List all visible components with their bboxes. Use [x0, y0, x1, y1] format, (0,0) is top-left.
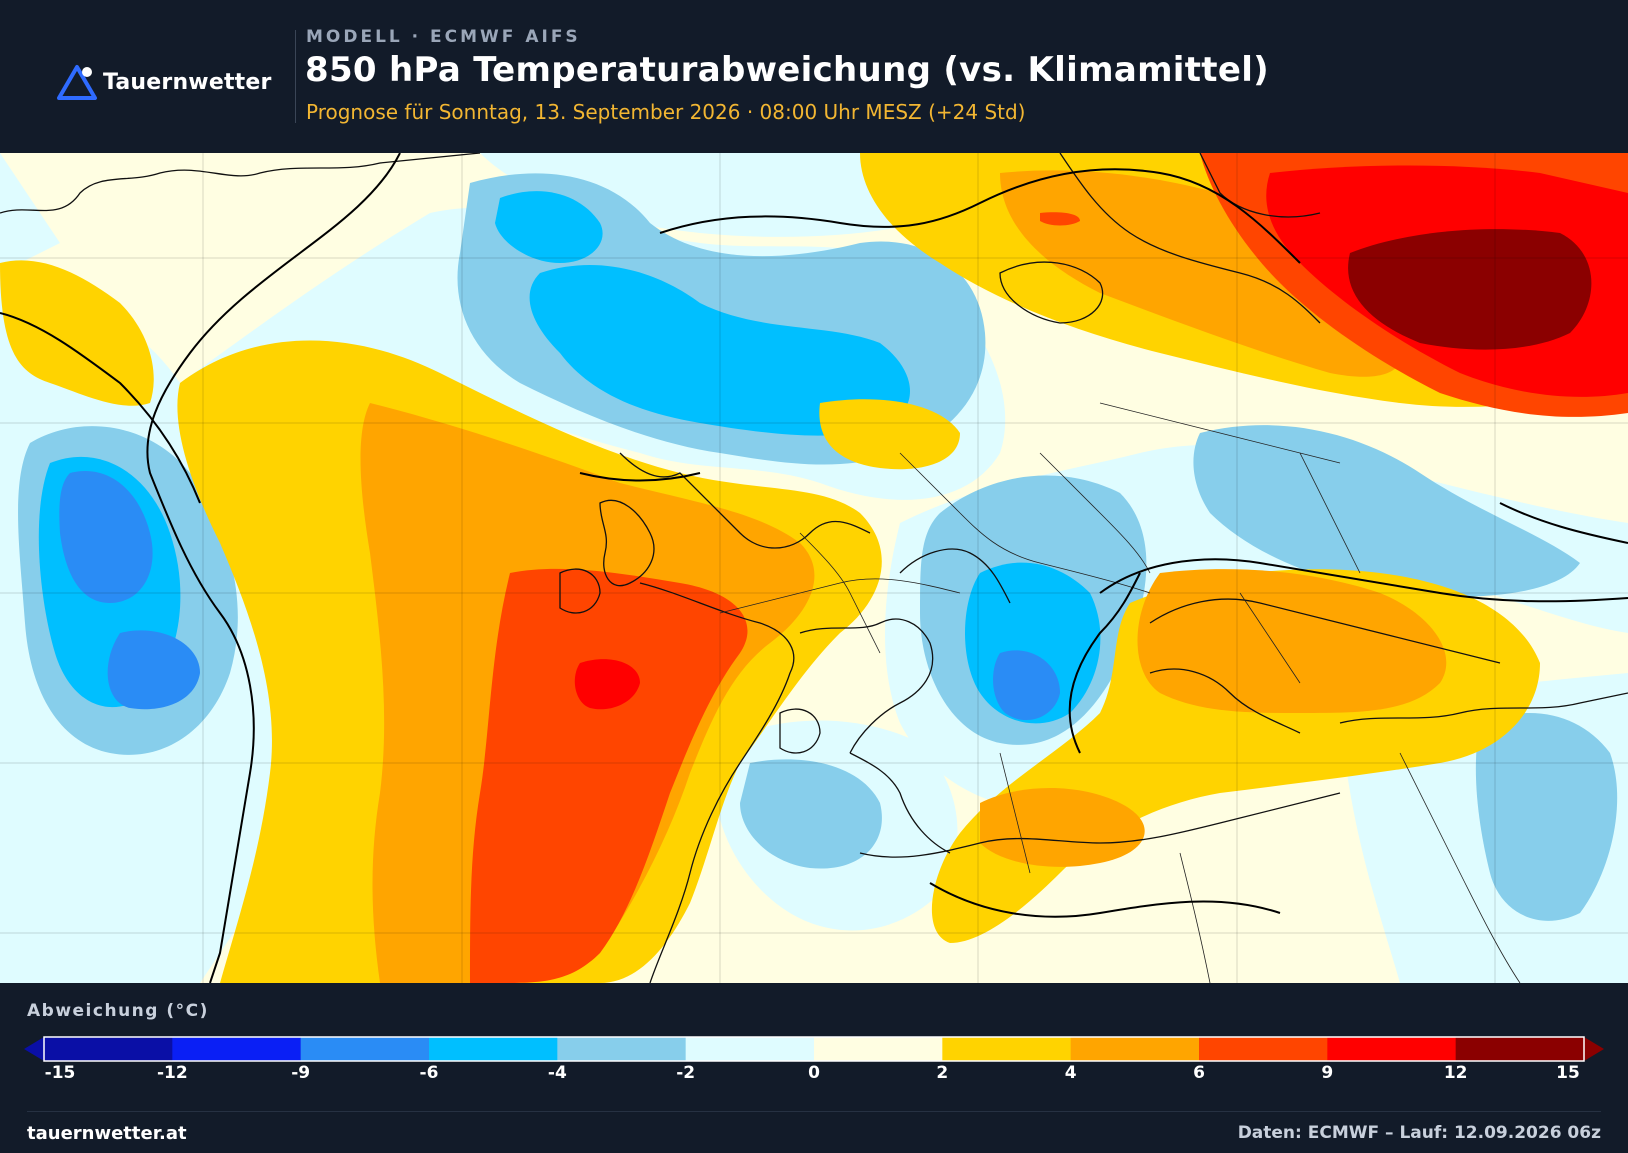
cool-region-levant — [1475, 713, 1618, 921]
contour-lines — [0, 153, 1628, 983]
model-label: MODELL · ECMWF AIFS — [306, 27, 581, 47]
cold-region-scandinavia — [529, 264, 910, 436]
colorbar-tick-label: 0 — [808, 1063, 820, 1083]
colorbar-tick-label: -12 — [156, 1063, 188, 1083]
colorbar-segment — [557, 1037, 687, 1061]
cool-region-atlantic-north — [0, 153, 1000, 273]
very-hot-region-iberia — [574, 659, 640, 710]
legend: Abweichung (°C) -15 -12 -9 -6 -4 -2 0 2 4 6 9 12 15 … — [0, 983, 1628, 1153]
logo-text: Tauernwetter — [103, 69, 272, 95]
header-divider — [295, 30, 296, 123]
extreme-region-russia — [1348, 229, 1592, 350]
warm-region-east-europe — [1137, 569, 1447, 713]
colorbar-segment — [1455, 1037, 1585, 1061]
colorbar-segment — [1327, 1037, 1457, 1061]
colorbar-tick-label: 4 — [1064, 1063, 1077, 1083]
colorbar-segment — [429, 1037, 558, 1061]
colorbar-tick-label: 15 — [1556, 1063, 1580, 1083]
warm-region-libya — [980, 788, 1145, 867]
colorbar-segment — [1199, 1037, 1328, 1061]
coastlines — [0, 153, 1628, 983]
mountain-logo-icon — [57, 65, 97, 100]
colorbar-tick-label: 6 — [1193, 1063, 1205, 1083]
colorbar-tick-label: -2 — [676, 1063, 696, 1083]
country-borders — [719, 402, 1521, 983]
colorbar-tick-label: -15 — [44, 1063, 76, 1083]
colorbar-tick-label: 2 — [936, 1063, 949, 1083]
strong-cold-region-balkans — [993, 650, 1060, 721]
strong-cold-region-atlantic-south — [107, 630, 200, 710]
cool-region-east-europe — [1193, 425, 1580, 597]
site-link[interactable]: tauernwetter.at — [27, 1123, 187, 1144]
footer-divider — [27, 1111, 1601, 1112]
strong-cold-region-atlantic — [59, 471, 153, 603]
warm-region-russia-core — [1000, 170, 1402, 377]
colorbar-frame — [43, 1036, 1585, 1062]
cold-region-norwegian-sea-core — [495, 191, 603, 263]
colorbar-segment — [685, 1037, 815, 1061]
header: Tauernwetter MODELL · ECMWF AIFS 850 hPa… — [0, 0, 1628, 153]
logo[interactable]: Tauernwetter — [55, 62, 272, 102]
colorbar-segment — [1070, 1037, 1200, 1061]
colorbar-right-arrow — [1584, 1037, 1604, 1061]
graticule — [0, 153, 1628, 983]
page-title: 850 hPa Temperaturabweichung (vs. Klimam… — [305, 50, 1270, 90]
colorbar-segment — [44, 1037, 173, 1061]
anomaly-map-canvas — [0, 153, 1628, 983]
legend-title: Abweichung (°C) — [27, 1001, 209, 1021]
colorbar-tick-label: -9 — [291, 1063, 311, 1083]
colorbar-tick-label: 12 — [1443, 1063, 1468, 1083]
warm-region-alps — [819, 399, 960, 470]
cool-region-tyrrhenian — [740, 759, 882, 869]
forecast-subtitle: Prognose für Sonntag, 13. September 2026… — [306, 100, 1026, 124]
colorbar-tick-label: -4 — [547, 1063, 567, 1083]
colorbar-segment — [942, 1037, 1072, 1061]
data-source: Daten: ECMWF – Lauf: 12.09.2026 06z — [1237, 1123, 1601, 1143]
colorbar — [24, 1036, 1604, 1062]
colorbar-segment — [172, 1037, 302, 1061]
colorbar-segment — [300, 1037, 430, 1061]
colorbar-segments — [44, 1037, 1585, 1061]
colorbar-tick-label: -6 — [419, 1063, 439, 1083]
anomaly-map[interactable] — [0, 153, 1628, 983]
warm-region-britain-west — [0, 260, 154, 406]
hot-region-iceland-speck — [1040, 212, 1080, 226]
colorbar-segment — [814, 1037, 943, 1061]
hot-region-iberia — [470, 568, 748, 983]
colorbar-tick-label: 9 — [1321, 1063, 1334, 1083]
colorbar-left-arrow — [24, 1037, 44, 1061]
